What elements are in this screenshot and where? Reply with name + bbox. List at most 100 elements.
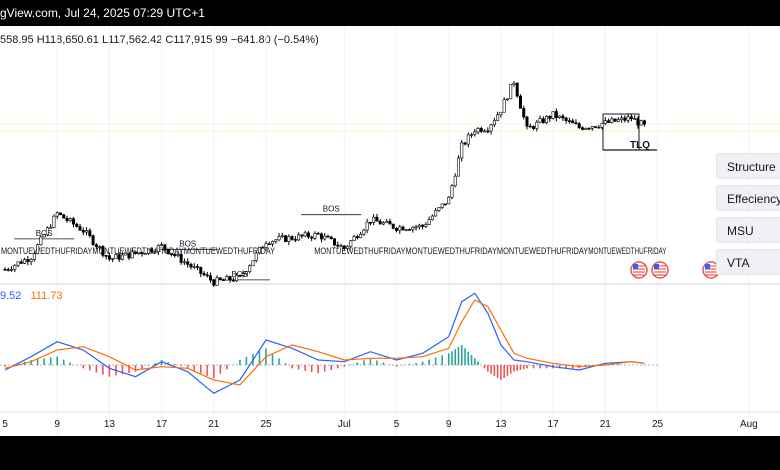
candle-body [408,229,412,231]
weekday-strip-label: MONTUEWEDTHUFRIDAY [497,246,588,256]
candle-body [238,274,242,277]
candle-body [36,244,40,254]
candle-body [567,120,571,122]
candle-body [479,128,483,132]
candle-body [424,224,428,227]
weekday-strip-label: MONTUEWEDTHUFRIDAY [92,246,183,256]
candlestick-series [3,81,646,287]
candle-body [72,218,76,225]
candle-body [620,117,624,120]
candle-body [179,254,183,263]
candle-body [473,131,477,135]
vta-button[interactable]: VTA [716,249,780,275]
bos-label: BOS [36,229,53,238]
tlq-label: TLQ [630,140,650,151]
x-tick-label: 17 [548,419,560,430]
candle-body [62,214,66,219]
candle-body [287,236,291,242]
candle-body [463,142,467,145]
candle-body [107,255,111,260]
top-bar: gView.com, Jul 24, 2025 07:29 UTC+1 [0,0,780,26]
candle-body [381,222,385,225]
candle-body [398,226,402,231]
x-tick-label: Jul [338,419,351,430]
candle-body [355,236,359,239]
candle-body [186,261,190,265]
candle-body [548,115,552,119]
candle-body [313,232,317,239]
candle-body [502,99,506,113]
candle-body [447,196,451,205]
candle-body [280,235,284,237]
candle-body [251,260,255,267]
weekday-strip-label: MONTUEWEDTHUFRIDAY [406,246,497,256]
candle-body [391,223,395,229]
candle-body [417,224,421,228]
x-tick-label: 13 [495,419,507,430]
efficiency-button[interactable]: Effeciency [716,185,780,211]
candle-body [316,232,320,235]
candle-body [81,229,85,233]
candle-body [222,279,226,281]
candle-body [434,210,438,217]
candle-body [182,261,186,264]
x-tick-label: 25 [652,419,664,430]
weekday-strip-label: MONTUEWEDTHUFRIDAY [1,246,92,256]
x-tick-label: 13 [104,419,116,430]
candle-body [29,259,33,262]
candle-body [460,142,464,159]
candle-body [140,252,144,255]
msu-button[interactable]: MSU [716,217,780,243]
candle-body [594,126,598,128]
candle-body [499,111,503,116]
candle-body [39,236,43,245]
bos-label: BOS [179,239,196,248]
candle-body [218,277,222,280]
weekday-strip-label: MONTUEWEDTHUFRIDAY [184,246,275,256]
candle-body [254,252,258,261]
ohlc-low-value: 117,562.42 [108,34,163,46]
candle-body [117,254,121,260]
candle-body [104,255,108,257]
candle-body [58,212,62,215]
candle-body [267,243,271,245]
candle-body [515,82,519,97]
candle-body [642,120,646,125]
candle-body [336,244,340,247]
structure-button[interactable]: Structure [716,153,780,179]
candle-body [443,203,447,206]
candle-body [195,266,199,268]
candle-body [512,82,516,85]
candle-body [470,134,474,136]
flag-canton [654,264,659,269]
candle-body [13,264,17,270]
candle-body [91,235,95,245]
candle-body [427,219,431,225]
ohlc-close-label: C [165,34,174,46]
candle-body [587,127,591,130]
candle-body [525,116,529,127]
candle-body [564,117,568,121]
candle-body [483,130,487,133]
time-axis: 5 9 13 17 21 25 Jul 5 9 13 17 21 25 Aug [0,411,780,430]
candle-body [225,276,229,281]
candle-body [541,118,545,124]
candle-body [163,244,167,250]
candle-body [293,239,297,241]
candle-body [75,223,79,227]
candle-body [346,245,350,249]
candle-body [411,226,415,230]
candle-body [538,118,542,123]
candle-body [111,258,115,260]
candle-body [496,114,500,121]
candle-body [124,252,128,256]
candle-body [603,120,607,124]
candle-body [45,227,49,236]
candle-body [633,118,637,120]
x-tick-label: 21 [600,419,612,430]
candle-body [290,236,294,240]
candle-body [600,123,604,128]
candle-body [202,273,206,276]
candle-body [554,111,558,119]
